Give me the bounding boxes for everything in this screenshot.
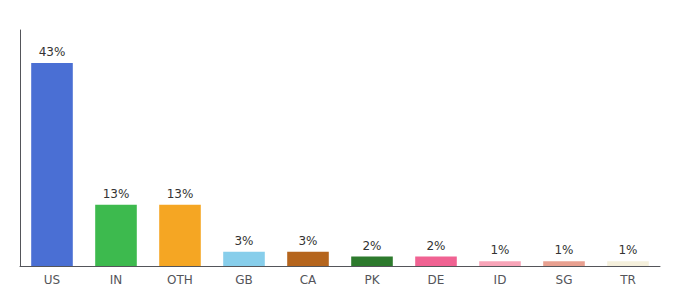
svg-text:1%: 1% [618,243,637,257]
svg-text:3%: 3% [298,234,317,248]
svg-text:2%: 2% [362,239,381,253]
svg-text:IN: IN [110,273,123,287]
svg-text:DE: DE [428,273,445,287]
svg-text:1%: 1% [554,243,573,257]
svg-text:CA: CA [300,273,317,287]
svg-text:13%: 13% [103,187,130,201]
svg-text:1%: 1% [490,243,509,257]
svg-text:SG: SG [556,273,573,287]
svg-text:ID: ID [494,273,507,287]
svg-text:2%: 2% [426,239,445,253]
svg-text:43%: 43% [39,45,66,59]
svg-text:US: US [44,273,60,287]
svg-text:PK: PK [364,273,380,287]
svg-text:OTH: OTH [167,273,193,287]
svg-text:GB: GB [235,273,253,287]
svg-text:13%: 13% [167,187,194,201]
svg-text:3%: 3% [234,234,253,248]
svg-text:TR: TR [619,273,636,287]
